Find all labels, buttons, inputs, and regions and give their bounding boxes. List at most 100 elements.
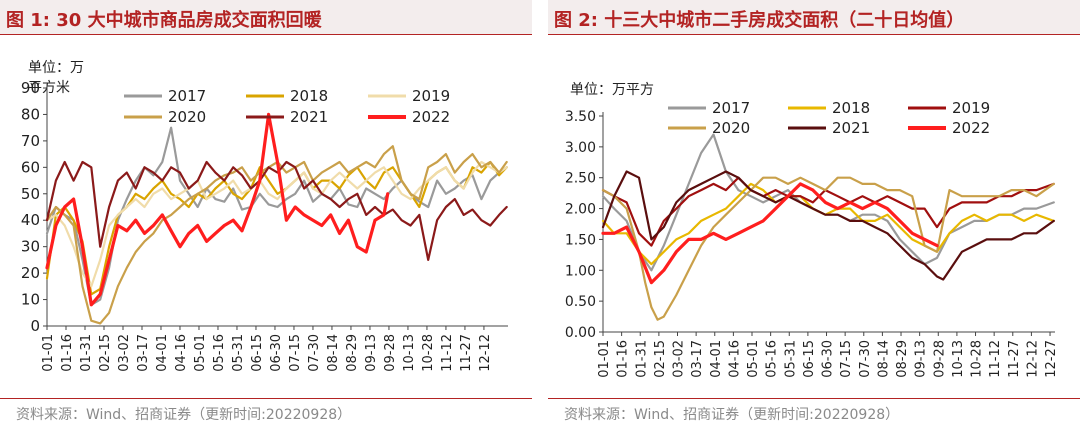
- x-tick-label: 05-31: [231, 334, 246, 372]
- x-tick-label: 09-28: [932, 340, 947, 378]
- legend-item-2017: 2017: [668, 99, 750, 117]
- x-tick-label: 08-29: [345, 334, 360, 372]
- x-tick-label: 11-12: [440, 334, 455, 372]
- x-tick-label: 06-15: [250, 334, 265, 372]
- x-tick-label: 09-28: [383, 334, 398, 372]
- y-tick-label: 50: [21, 185, 40, 203]
- x-tick-label: 04-16: [174, 334, 189, 372]
- x-tick-label: 07-15: [288, 334, 303, 372]
- x-tick-label: 10-13: [951, 340, 966, 378]
- legend-item-2019: 2019: [368, 87, 450, 105]
- series-line-2019: [45, 160, 508, 288]
- x-tick-label: 10-13: [402, 334, 417, 372]
- x-tick-label: 08-29: [895, 340, 910, 378]
- y-tick-label: 1.00: [565, 263, 596, 279]
- legend-label: 2020: [712, 119, 750, 137]
- x-tick-label: 10-28: [970, 340, 985, 378]
- x-tick-label: 05-31: [783, 340, 798, 378]
- y-tick-label: 20: [21, 264, 40, 282]
- x-tick-label: 01-31: [634, 340, 649, 378]
- x-tick-label: 11-12: [988, 340, 1003, 378]
- y-tick-label: 30: [21, 238, 40, 256]
- series-line-2017: [45, 126, 508, 306]
- x-tick-label: 07-15: [839, 340, 854, 378]
- x-tick-label: 05-16: [212, 334, 227, 372]
- legend-label: 2020: [168, 108, 206, 126]
- x-tick-label: 02-15: [653, 340, 668, 378]
- legend-label: 2022: [412, 108, 450, 126]
- panel-2: 图 2: 十三大中城市二手房成交面积（二十日均值） 单位：万平方 0.00 0.50…: [548, 0, 1080, 434]
- legend-item-2018: 2018: [246, 87, 328, 105]
- panel-1-source: 资料来源：Wind、招商证券（更新时间:20220928）: [16, 407, 352, 423]
- chart-2: 单位：万平方 0.00 0.50 1.00 1.50 2.00 2.50 3.00 3.50 01…: [565, 82, 1059, 378]
- legend-item-2020: 2020: [668, 119, 750, 137]
- x-tick-label: 01-31: [79, 334, 94, 372]
- x-tick-label: 06-30: [269, 334, 284, 372]
- x-tick-label: 04-01: [155, 334, 170, 372]
- x-tick-label: 03-02: [117, 334, 132, 372]
- unit-label: 单位：万平方: [570, 82, 654, 98]
- y-tick-label: 1.50: [565, 232, 596, 248]
- x-tick-label: 12-12: [1025, 340, 1040, 378]
- x-tick-label: 11-27: [459, 334, 474, 372]
- y-tick-label: 90: [21, 79, 40, 97]
- x-tick-label: 12-12: [478, 334, 493, 372]
- legend-item-2018: 2018: [788, 99, 870, 117]
- panel-2-title: 图 2: 十三大中城市二手房成交面积（二十日均值）: [554, 10, 965, 31]
- legend-label: 2019: [412, 87, 450, 105]
- x-tick-label: 04-16: [727, 340, 742, 378]
- legend-item-2020: 2020: [124, 108, 206, 126]
- x-tick-label: 10-28: [421, 334, 436, 372]
- x-tick-label: 08-14: [326, 334, 341, 372]
- chart-1: 单位：万平方米 0 10 20 30 40 50 60 70 80 90 01-01 01-16 01-3…: [21, 60, 508, 372]
- legend-label: 2018: [290, 87, 328, 105]
- series-line-2022: [601, 182, 939, 285]
- unit-label: 单位：万平方米: [28, 60, 84, 96]
- legend-label: 2021: [832, 119, 870, 137]
- legend-label: 2017: [168, 87, 206, 105]
- legend-item-2017: 2017: [124, 87, 206, 105]
- legend-label: 2022: [952, 119, 990, 137]
- x-tick-label: 05-16: [765, 340, 780, 378]
- x-tick-label: 04-01: [709, 340, 724, 378]
- x-tick-label: 05-01: [746, 340, 761, 378]
- x-tick-label: 09-13: [364, 334, 379, 372]
- x-tick-label: 06-30: [821, 340, 836, 378]
- y-tick-label: 3.00: [565, 140, 596, 156]
- y-tick-label: 0: [30, 317, 40, 335]
- legend-label: 2021: [290, 108, 328, 126]
- x-tick-label: 07-30: [307, 334, 322, 372]
- x-tick-label: 03-17: [136, 334, 151, 372]
- legend-label: 2019: [952, 99, 990, 117]
- y-tick-label: 0.00: [565, 325, 596, 341]
- series-line-2021: [601, 170, 1055, 281]
- legend-item-2022: 2022: [368, 108, 450, 126]
- y-tick-label: 40: [21, 211, 40, 229]
- series-line-2022: [45, 112, 390, 307]
- x-tick-label: 11-27: [1007, 340, 1022, 378]
- x-tick-label: 03-02: [672, 340, 687, 378]
- x-tick-label: 07-30: [858, 340, 873, 378]
- legend-label: 2018: [832, 99, 870, 117]
- legend-item-2022: 2022: [908, 119, 990, 137]
- x-tick-label: 01-16: [60, 334, 75, 372]
- panel-1: 图 1: 30 大中城市商品房成交面积回暖 单位：万平方米 0 10 20 30 40 50…: [0, 0, 532, 434]
- y-tick-label: 80: [21, 105, 40, 123]
- y-tick-label: 2.00: [565, 202, 596, 218]
- x-tick-label: 02-15: [98, 334, 113, 372]
- x-tick-label: 09-13: [914, 340, 929, 378]
- x-tick-label: 03-17: [690, 340, 705, 378]
- panel-2-footer-line: [548, 398, 1080, 399]
- x-tick-label: 12-27: [1044, 340, 1059, 378]
- panel-1-title-bar: 图 1: 30 大中城市商品房成交面积回暖: [0, 0, 532, 35]
- legend-item-2021: 2021: [246, 108, 328, 126]
- series-line-2020: [601, 176, 1055, 321]
- y-tick-label: 3.50: [565, 109, 596, 125]
- panel-2-source: 资料来源：Wind、招商证券（更新时间:20220928）: [564, 407, 900, 423]
- x-tick-label: 06-15: [802, 340, 817, 378]
- legend-item-2021: 2021: [788, 119, 870, 137]
- panel-1-title: 图 1: 30 大中城市商品房成交面积回暖: [6, 10, 322, 31]
- x-tick-label: 01-01: [41, 334, 56, 372]
- x-tick-label: 05-01: [193, 334, 208, 372]
- x-tick-label: 01-01: [597, 340, 612, 378]
